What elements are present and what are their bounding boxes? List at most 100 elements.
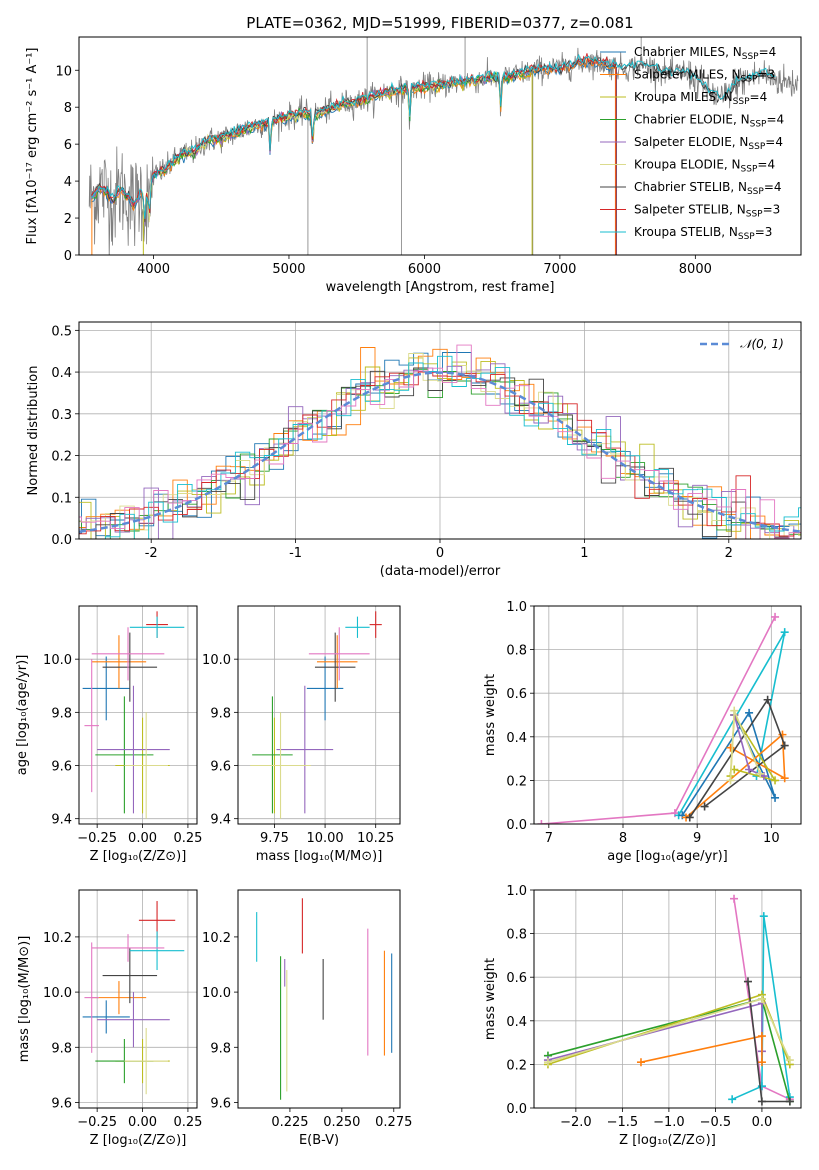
mass-weight-point <box>757 1058 766 1067</box>
y-tick-label: 1.0 <box>506 884 527 899</box>
mass-weight-point <box>745 708 754 717</box>
x-axis-label: mass [log₁₀(M/M⊙)] <box>256 849 383 864</box>
model-line <box>91 59 617 223</box>
mass-weight-line <box>677 631 786 816</box>
residual-histogram-step <box>79 355 801 539</box>
legend-value: =4 <box>750 90 768 104</box>
subscript: SSP <box>741 165 758 175</box>
y-axis-label: mass [log₁₀(M/M⊙)] <box>17 936 32 1063</box>
mass-weight-point <box>730 706 739 715</box>
mass-weight-point <box>780 774 789 783</box>
y-tick-label: 0.2 <box>506 1058 527 1073</box>
x-tick-label: 9.75 <box>260 831 289 846</box>
mass-weight-point <box>543 1058 552 1067</box>
mass-weight-point <box>726 776 735 785</box>
legend-entry: Salpeter ELODIE, NSSP=4 <box>634 135 783 152</box>
residuals-histogram-panel: -2 -1 0 1 2 0.0 0.1 0.2 0.3 0.4 0.5 (data-model)/er… <box>26 321 802 579</box>
mass-weight-vs-metallicity-panel: −2.0 −1.5 −1.0 −0.5 0.0 0.0 0.2 0.4 0.6 0.8 1.0 Z [… <box>483 884 802 1148</box>
x-tick-label: 0.0 <box>752 1115 773 1130</box>
y-tick-label: 2 <box>64 212 72 227</box>
mass-weight-line <box>547 1002 763 1061</box>
mass-weight-point <box>636 1058 645 1067</box>
y-tick-label: 0.0 <box>506 1102 527 1117</box>
x-tick-label: 6000 <box>408 262 441 277</box>
subscript: SSP <box>742 52 759 62</box>
y-tick-label: 9.6 <box>210 760 231 775</box>
residual-histogram-step <box>79 357 801 539</box>
y-tick-label: 0.3 <box>51 408 72 423</box>
plot-area <box>256 898 393 1100</box>
mass-weight-line <box>640 1035 763 1063</box>
y-axis-label: Flux [fλ10⁻¹⁷ erg cm⁻² s⁻¹ A⁻¹] <box>25 48 40 245</box>
x-tick-label: −0.5 <box>700 1115 732 1130</box>
axes-frame <box>78 36 802 256</box>
legend-entry: Kroupa ELODIE, NSSP=4 <box>634 158 775 175</box>
x-tick-label: -1 <box>289 546 302 561</box>
x-tick-label: 8 <box>619 831 627 846</box>
y-tick-label: 6 <box>64 138 72 153</box>
mass-weight-line <box>747 981 790 1103</box>
x-tick-label: 0.225 <box>271 1115 308 1130</box>
age-vs-metallicity-panel: −0.25 0.00 0.25 9.4 9.6 9.8 10.0 Z [log₁₀(Z/Z⊙)… <box>15 605 202 864</box>
x-tick-label: 10.25 <box>357 831 394 846</box>
mass-weight-point <box>726 743 735 752</box>
model-line <box>91 57 617 223</box>
mass-weight-point <box>728 1095 737 1104</box>
x-tick-label: 4000 <box>137 262 170 277</box>
x-axis-label: age [log₁₀(age/yr)] <box>607 849 728 864</box>
mass-vs-extinction-panel: 0.225 0.250 0.275 9.6 9.8 10.0 10.2 E(B-V) <box>202 889 412 1148</box>
gaussian-reference-curve <box>79 371 801 533</box>
x-tick-label: −0.25 <box>77 1115 117 1130</box>
x-axis-label: wavelength [Angstrom, rest frame] <box>326 280 555 295</box>
x-tick-label: 5000 <box>272 262 305 277</box>
axes-frame <box>237 605 401 825</box>
plot-area <box>537 612 789 824</box>
plot-area <box>88 37 799 255</box>
x-tick-label: 0.00 <box>128 1115 157 1130</box>
plot-area <box>82 901 185 1095</box>
y-tick-label: 0.8 <box>506 644 527 659</box>
residual-histogram-step <box>79 344 801 539</box>
x-tick-label: 1 <box>580 546 588 561</box>
mass-weight-point <box>757 1097 766 1106</box>
subscript: SSP <box>733 97 750 107</box>
mass-weight-point <box>730 894 739 903</box>
y-tick-label: 0.0 <box>51 533 72 548</box>
x-axis-label: E(B-V) <box>299 1133 339 1148</box>
subscript: SSP <box>748 142 765 152</box>
y-tick-label: 9.4 <box>51 813 72 828</box>
model-line <box>90 53 776 219</box>
legend-value: =4 <box>764 180 782 194</box>
plot-area <box>79 344 801 539</box>
y-tick-label: 9.8 <box>51 1041 72 1056</box>
x-axis-label: Z [log₁₀(Z/Z⊙)] <box>90 849 187 864</box>
axes-frame <box>78 321 802 540</box>
axes-frame <box>533 605 802 825</box>
y-axis-label: age [log₁₀(age/yr)] <box>15 655 30 776</box>
y-tick-label: 0.4 <box>506 731 527 746</box>
y-tick-label: 10.0 <box>202 653 231 668</box>
subscript: SSP <box>746 210 763 220</box>
x-tick-label: 0.00 <box>128 831 157 846</box>
y-tick-label: 1.0 <box>506 600 527 615</box>
residual-histogram-step <box>79 371 801 537</box>
legend-value: =4 <box>766 113 784 127</box>
mass-weight-point <box>685 813 694 822</box>
x-axis-label: Z [log₁₀(Z/Z⊙)] <box>619 1133 716 1148</box>
y-axis-label: Normed distribution <box>26 366 41 496</box>
y-tick-label: 0.0 <box>506 818 527 833</box>
x-tick-label: 8000 <box>679 262 712 277</box>
legend-entry: Chabrier MILES, NSSP=4 <box>634 45 776 62</box>
y-tick-label: 8 <box>64 101 72 116</box>
x-tick-label: 0 <box>436 546 444 561</box>
y-tick-label: 9.8 <box>51 706 72 721</box>
model-line <box>90 53 617 220</box>
x-tick-label: 0.25 <box>173 1115 202 1130</box>
mass-weight-point <box>745 765 754 774</box>
y-tick-label: 9.6 <box>210 1096 231 1111</box>
mass-weight-point <box>771 612 780 621</box>
y-tick-label: 0.8 <box>506 928 527 943</box>
legend-value: =3 <box>757 68 775 82</box>
figure-title: PLATE=0362, MJD=51999, FIBERID=0377, z=0… <box>246 14 633 32</box>
legend-entry: Chabrier ELODIE, NSSP=4 <box>634 113 784 130</box>
